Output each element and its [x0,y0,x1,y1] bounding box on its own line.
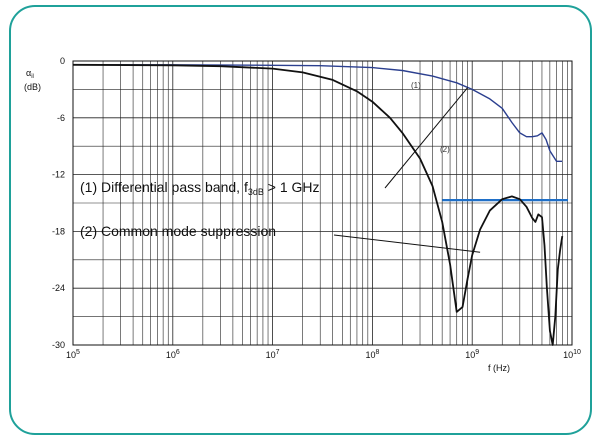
series-group [72,63,564,346]
x-tick-label: 108 [365,349,379,360]
x-tick-label: 109 [465,349,479,360]
y-tick-label: -24 [52,283,65,293]
series-labels: (1) (2) [411,81,450,154]
series-line-2 [72,63,564,346]
x-tick-label: 106 [166,349,180,360]
y-axis-unit: (dB) [24,82,41,92]
y-tick-label: -6 [57,113,65,123]
x-tick-label: 107 [266,349,280,360]
y-axis-label: αil [26,68,34,80]
y-tick-label: -30 [52,340,65,350]
series-label-2: (2) [440,145,450,154]
y-tick-label: -18 [52,226,65,236]
y-tick-label: 0 [60,56,65,66]
y-tick-labels: 0 -6 -12 -18 -24 -30 [52,56,65,350]
series-label-1: (1) [411,81,421,90]
plot-area [72,60,573,346]
annotation-leader-2 [333,234,481,253]
x-tick-labels: 105 106 107 108 109 1010 [66,349,581,360]
x-tick-label: 105 [66,349,80,360]
x-axis-label: f (Hz) [488,363,510,373]
chart-frame [9,5,592,435]
x-tick-label: 1010 [563,349,581,360]
y-tick-label: -12 [52,170,65,180]
annotations: (1) Differential pass band, f3dB > 1 GHz… [80,87,481,253]
annotation-leader-1 [384,87,469,189]
annotation-differential: (1) Differential pass band, f3dB > 1 GHz [80,179,320,197]
series-line-1 [73,64,563,163]
annotation-common-mode: (2) Common mode suppression [80,223,276,239]
